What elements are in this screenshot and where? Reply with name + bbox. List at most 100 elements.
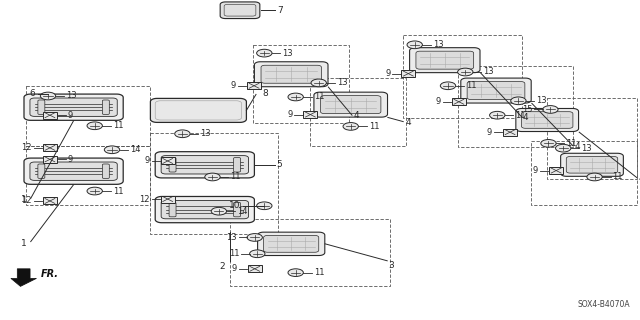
Bar [531,141,637,205]
Circle shape [587,173,602,181]
Text: 8: 8 [262,89,268,98]
Text: 7: 7 [277,6,283,15]
Text: 9: 9 [487,128,492,137]
Text: 9: 9 [533,166,538,175]
Polygon shape [416,51,474,69]
Polygon shape [247,82,261,89]
Circle shape [175,130,190,138]
Polygon shape [24,94,123,120]
Text: 13: 13 [536,96,547,105]
Text: 9: 9 [385,69,390,78]
Polygon shape [566,156,618,173]
Text: 11: 11 [612,172,623,181]
Bar [547,98,637,179]
Polygon shape [11,269,36,286]
Text: 12: 12 [140,195,150,204]
Circle shape [311,79,326,87]
Polygon shape [38,164,45,179]
Circle shape [288,93,303,101]
Polygon shape [30,162,117,180]
Text: 13: 13 [337,78,348,87]
Bar [458,66,573,147]
Polygon shape [43,144,57,151]
Polygon shape [161,156,248,174]
Text: 11: 11 [230,172,241,181]
Text: SOX4-B4070A: SOX4-B4070A [578,300,630,309]
Circle shape [556,144,571,152]
Circle shape [511,97,526,105]
Circle shape [87,122,102,130]
Text: 9: 9 [68,111,73,120]
Text: 1: 1 [21,239,27,248]
Text: 9: 9 [436,97,441,106]
Circle shape [104,146,120,154]
Circle shape [490,111,505,119]
Circle shape [211,207,227,215]
Text: 9: 9 [68,155,73,164]
Polygon shape [161,200,248,219]
Polygon shape [314,92,388,117]
Circle shape [458,68,473,76]
Polygon shape [155,196,255,223]
Polygon shape [522,112,573,128]
Text: 11: 11 [314,268,324,277]
Circle shape [543,106,558,113]
Polygon shape [43,112,57,119]
Polygon shape [169,157,176,172]
Text: 13: 13 [200,129,211,138]
Text: 11: 11 [369,122,379,131]
Polygon shape [549,167,563,174]
Text: 11: 11 [515,111,525,120]
Text: 9: 9 [287,110,292,119]
Polygon shape [452,98,466,105]
Text: 4: 4 [354,111,360,120]
Bar [253,45,349,123]
Circle shape [250,250,265,258]
Polygon shape [261,65,321,83]
Circle shape [407,41,422,49]
Circle shape [205,173,220,181]
Polygon shape [161,196,175,203]
Polygon shape [102,100,109,115]
Circle shape [288,269,303,276]
Text: 11: 11 [113,121,123,130]
Text: 1: 1 [21,196,27,204]
Text: 11: 11 [314,92,324,101]
Bar [26,146,150,205]
Text: 2: 2 [220,262,225,271]
Text: 9: 9 [231,81,236,90]
Bar [150,133,278,234]
Circle shape [87,187,102,195]
Text: 12: 12 [22,196,32,205]
Text: 4: 4 [405,118,411,127]
Polygon shape [258,232,325,255]
Circle shape [257,49,272,57]
Text: 13: 13 [483,68,494,76]
Text: 13: 13 [226,233,237,242]
Text: 13: 13 [282,49,293,58]
Text: 10: 10 [228,201,240,210]
Polygon shape [155,152,255,178]
Polygon shape [234,157,241,172]
Polygon shape [503,129,517,136]
Text: 11: 11 [229,249,239,258]
Text: 4: 4 [523,113,529,122]
Polygon shape [264,236,319,252]
Bar [310,78,406,146]
Polygon shape [410,48,480,73]
Text: 9: 9 [232,264,237,273]
Text: 5: 5 [276,160,282,169]
Circle shape [343,123,358,130]
Polygon shape [24,158,123,184]
Polygon shape [43,156,57,163]
Text: 4: 4 [638,174,640,183]
Text: 11: 11 [466,81,476,90]
Polygon shape [102,164,109,179]
Text: 12: 12 [22,143,32,152]
Circle shape [257,202,272,210]
Polygon shape [43,197,57,204]
Text: 13: 13 [433,40,444,49]
Bar [26,86,150,146]
Polygon shape [255,62,328,87]
Polygon shape [38,100,45,115]
